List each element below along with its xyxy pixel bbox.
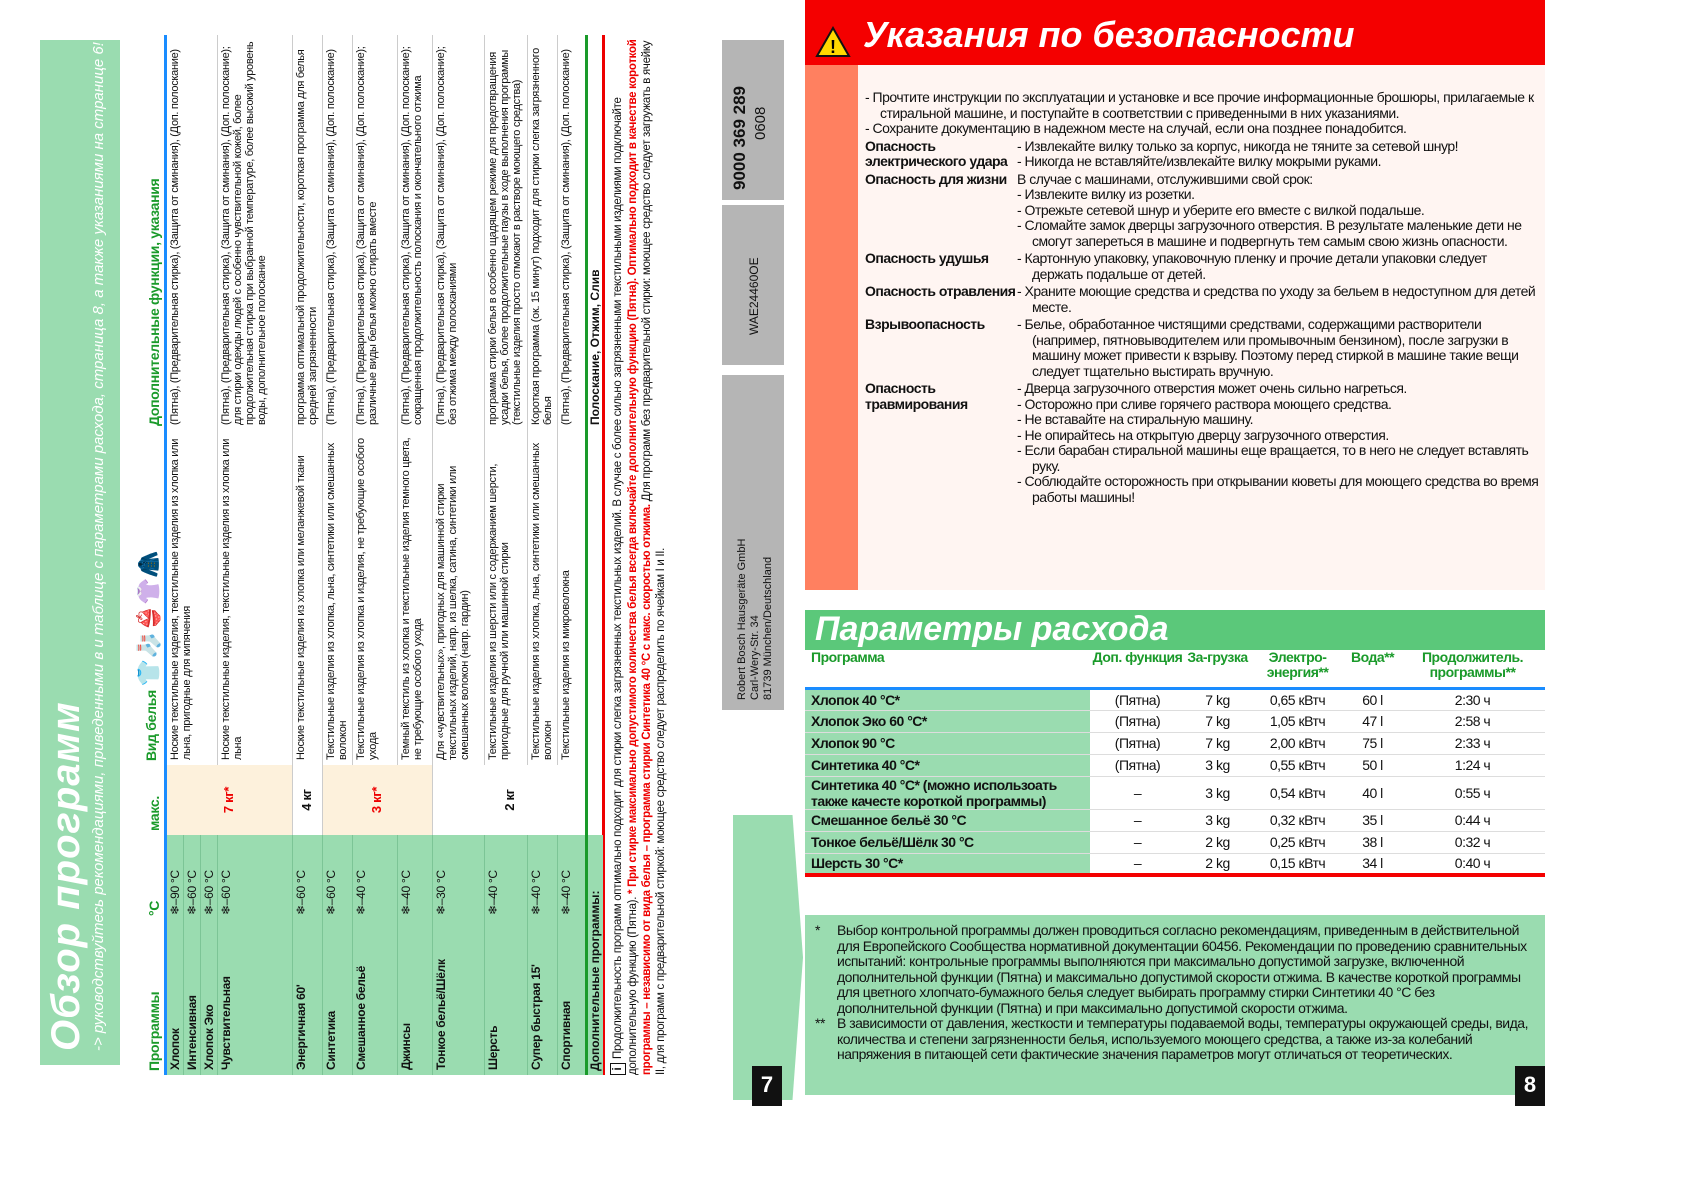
safety-item: - Извлекайте вилку только за корпус, ник… xyxy=(1017,137,1459,154)
section-label: Опасность удушья xyxy=(865,250,989,266)
side-band xyxy=(805,65,858,590)
sock-icon: 🧦 xyxy=(135,632,161,660)
table-row: Супер быстрая 15' ❄–40 °C Текстильные изде… xyxy=(527,35,557,1075)
tshirt-icon: 👚 xyxy=(135,578,161,606)
table-row: Энергичная 60' ❄–60 °C 4 кг Ноские текстиль… xyxy=(292,35,322,1075)
page-subtitle: -> руководствуйтесь рекомендациями, прив… xyxy=(90,42,107,1051)
safety-header: ! Указания по безопасности xyxy=(805,0,1545,65)
table-row: Хлопок 40 °C* (Пятна) 7 kg 0,65 кВтч 60 l 2:3… xyxy=(805,686,1545,710)
header-extra: Дополнительные функции, указания xyxy=(145,178,162,426)
safety-item: - Дверца загрузочного отверстия может оч… xyxy=(1017,380,1407,396)
table-row: Смешанное бельё ❄–40 °C Текстильные издели… xyxy=(352,35,397,1075)
table-row: Спортивная ❄–40 °C Текстильные изделия из … xyxy=(557,35,587,1075)
suit-icon: 🧥 xyxy=(135,551,161,579)
address-box: Robert Bosch Hausgeräte GmbH Carl-Wery-S… xyxy=(722,375,784,710)
safety-item: - Сломайте замок дверцы загрузочного отв… xyxy=(1017,217,1522,249)
footnote: * Выбор контрольной программы должен пров… xyxy=(815,922,1527,1016)
page-arrow xyxy=(733,815,803,1100)
section-label: Опасность для жизни xyxy=(865,170,1007,187)
safety-title: Указания по безопасности xyxy=(863,14,1355,55)
table-row: Хлопок Эко 60 °C* (Пятна) 7 kg 1,05 кВтч 47 … xyxy=(805,709,1545,732)
page-number-7: 7 xyxy=(752,1066,782,1106)
safety-item: - Отрежьте сетевой шнур и уберите его вм… xyxy=(1017,201,1425,218)
section-label: Опасность отравления xyxy=(865,283,1016,299)
table-row: Синтетика 40 °C* (можно использоать такж… xyxy=(805,775,1545,809)
underwear-icon: 👙 xyxy=(135,605,161,633)
safety-background xyxy=(858,65,1545,590)
info-icon: i xyxy=(610,1063,626,1075)
safety-section: Опасность электрического удара - Извлекай… xyxy=(865,137,1540,170)
page-number-8: 8 xyxy=(1515,1066,1545,1106)
warning-icon: ! xyxy=(815,26,851,57)
program-overview-page: Обзор программ -> руководствуйтесь реком… xyxy=(40,35,730,1075)
safety-item: - Извлеките вилку из розетки. xyxy=(1017,186,1195,202)
table-row: Чувствительная ❄–60 °C Ноские текстильные … xyxy=(217,35,292,1075)
header-max: макс. xyxy=(145,796,162,831)
table-row: Тонкое бельё/Шёлк ❄–30 °C 2 кг Для «чувстви… xyxy=(432,35,587,1075)
safety-item: - Соблюдайте осторожность при открывании… xyxy=(1017,473,1539,505)
svg-text:!: ! xyxy=(830,37,836,57)
table-row: Хлопок 90 °C (Пятна) 7 kg 2,00 кВтч 75 l 2:33… xyxy=(805,731,1545,754)
consumption-title: Параметры расхода xyxy=(805,610,1545,650)
section-label: Опасность травмирования xyxy=(865,380,968,412)
safety-item: - Не опирайтесь на открытую дверцу загру… xyxy=(1017,426,1389,443)
consumption-table: Программа Доп. функция За-грузка Электро… xyxy=(805,650,1545,877)
safety-item: - Не вставайте на стиральную машину. xyxy=(1017,411,1253,427)
shirt-icon: 👕 xyxy=(135,659,161,687)
additional-programs-row: Дополнительные программы: Полоскание, От… xyxy=(585,35,605,1075)
safety-item: - Осторожно при сливе горячего раствора … xyxy=(1017,395,1392,412)
header-type: Вид белья 👕🧦👙👚🧥 xyxy=(135,551,161,761)
table-row: Синтетика ❄–60 °C 3 кг* Текстильные изделия… xyxy=(322,35,432,1075)
doc-code-box: 9000 369 289 0608 xyxy=(722,40,784,200)
safety-section: Опасность травмирования - Дверца загрузоч… xyxy=(865,380,1540,505)
footnote: ** В зависимости от давления, жесткости и… xyxy=(815,1015,1528,1062)
safety-item: - Картонную упаковку, упаковочную пленку… xyxy=(1017,250,1487,282)
table-row: Тонкое бельё/Шёлк 30 °C –2 kg 0,25 кВтч 38 … xyxy=(805,830,1545,853)
section-label: Взрывоопасность xyxy=(865,316,985,332)
safety-item: - Белье, обработанное чистящими средства… xyxy=(1017,316,1519,379)
page-title: Обзор программ xyxy=(44,701,88,1051)
title-band: Обзор программ -> руководствуйтесь реком… xyxy=(40,40,120,1065)
model-box: WAE24460OE xyxy=(722,205,784,365)
table-row: Джинсы ❄–40 °C Темный текстиль из хлопка и… xyxy=(397,35,432,1075)
header-temp: °C xyxy=(145,900,162,916)
notes: iПродолжительность программ оптимально п… xyxy=(610,39,667,1075)
safety-item: - Храните моющие средства и средства по … xyxy=(1017,283,1536,315)
footnotes: * Выбор контрольной программы должен пров… xyxy=(805,915,1545,1095)
header-program: Программы xyxy=(145,991,162,1071)
safety-section: Опасность для жизни В случае с машинами, … xyxy=(865,170,1540,250)
safety-item: - Никогда не вставляйте/извлекайте вилку… xyxy=(1017,153,1382,169)
table-row: Шерсть 30 °C* –2 kg 0,15 кВтч 34 l 0:40 ч xyxy=(805,852,1545,877)
safety-instructions: - Прочтите инструкции по эксплуатации и … xyxy=(865,89,1540,505)
safety-section: Опасность удушья - Картонную упаковку, уп… xyxy=(865,250,1540,282)
safety-section: Опасность отравления - Храните моющие сре… xyxy=(865,283,1540,315)
program-table: Программы °C макс. Вид белья 👕🧦👙👚🧥 Допол… xyxy=(120,35,587,1075)
table-row: Синтетика 40 °C* (Пятна) 3 kg 0,55 кВтч 50 l… xyxy=(805,753,1545,776)
safety-section: Взрывоопасность - Белье, обработанное чис… xyxy=(865,316,1540,379)
safety-item: - Если барабан стиральной машины еще вра… xyxy=(1017,442,1529,474)
table-row: Шерсть ❄–40 °C Текстильные изделия из шерс… xyxy=(484,35,527,1075)
section-label: Опасность электрического удара xyxy=(865,137,1008,169)
table-row: Хлопок ❄–90 °C 7 кг* Ноские текстильные и… xyxy=(165,35,292,1075)
